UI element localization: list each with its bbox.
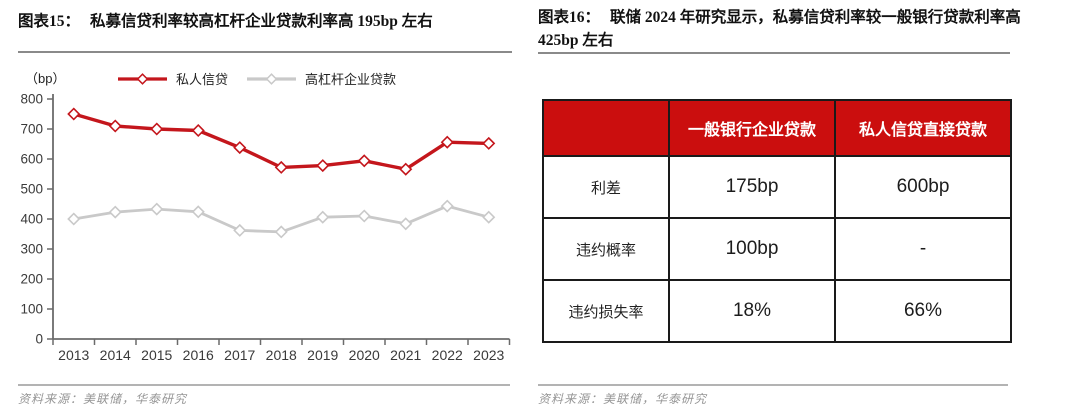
- y-tick-label: 600: [20, 152, 43, 167]
- row-label: 违约概率: [542, 217, 670, 281]
- figure16-title-line2: 425bp 左右: [538, 32, 614, 49]
- data-point-diamond: [274, 225, 288, 239]
- series-private-credit: [67, 107, 496, 176]
- table-row: 利差 175bp 600bp: [542, 155, 1012, 219]
- y-axis: 0 100 200 300 400 500 600 700 800: [20, 92, 54, 347]
- data-point-diamond: [150, 122, 164, 136]
- title-divider: [18, 51, 512, 53]
- data-point-diamond: [108, 205, 122, 219]
- y-axis-unit-label: （bp）: [25, 71, 65, 86]
- data-point-diamond: [482, 210, 496, 224]
- x-tick-label: 2020: [349, 347, 380, 363]
- data-point-diamond: [67, 212, 81, 226]
- figure15-title: 图表15： 私募信贷利率较高杠杆企业贷款利率高 195bp 左右: [18, 10, 518, 33]
- y-tick-label: 100: [20, 302, 43, 317]
- table-column-header: 私人信贷直接贷款: [834, 99, 1012, 157]
- legend-diamond-marker: [136, 73, 149, 85]
- source-note: 资料来源：美联储，华泰研究: [18, 392, 188, 406]
- source-divider: [18, 384, 510, 386]
- table-row: 违约概率 100bp -: [542, 217, 1012, 281]
- x-axis: 2013 2014 2015 2016 2017 2018 2019 2020 2021 2022…: [52, 338, 511, 363]
- y-tick-label: 800: [20, 92, 43, 107]
- table-row: 违约损失率 18% 66%: [542, 279, 1012, 343]
- data-point-diamond: [440, 199, 454, 213]
- source-note: 资料来源：美联储，华泰研究: [538, 392, 708, 406]
- x-tick-label: 2018: [266, 347, 297, 363]
- table-value-cell: 175bp: [668, 155, 836, 219]
- figure15-panel: 图表15： 私募信贷利率较高杠杆企业贷款利率高 195bp 左右 （bp） 私人信贷…: [0, 0, 530, 419]
- y-tick-label: 700: [20, 122, 43, 137]
- legend-diamond-marker: [265, 73, 278, 85]
- data-point-diamond: [150, 202, 164, 216]
- table-header-row: 一般银行企业贷款 私人信贷直接贷款: [542, 99, 1012, 157]
- loan-comparison-table: 一般银行企业贷款 私人信贷直接贷款 利差 175bp 600bp 违约概率 100bp - 违…: [542, 99, 1012, 343]
- data-point-diamond: [482, 136, 496, 150]
- data-point-diamond: [316, 159, 330, 173]
- legend-label: 私人信贷: [176, 72, 228, 87]
- figure15-title-text: 私募信贷利率较高杠杆企业贷款利率高 195bp 左右: [90, 13, 433, 30]
- data-point-diamond: [108, 119, 122, 133]
- private-credit-line-chart: （bp） 私人信贷 高杠杆企业贷款 0 100 200 300 400 500 600 700 800…: [20, 71, 511, 363]
- data-point-diamond: [233, 223, 247, 237]
- data-point-diamond: [440, 135, 454, 149]
- y-tick-label: 300: [20, 242, 43, 257]
- data-point-diamond: [316, 210, 330, 224]
- row-label: 利差: [542, 155, 670, 219]
- figure16-title-text: 联储 2024 年研究显示，私募信贷利率较一般银行贷款利率高: [610, 9, 1021, 26]
- y-tick-label: 200: [20, 272, 43, 287]
- y-tick-label: 500: [20, 182, 43, 197]
- table-column-header: 一般银行企业贷款: [668, 99, 836, 157]
- source-divider: [538, 384, 1008, 386]
- chart-legend: 私人信贷 高杠杆企业贷款: [118, 72, 396, 87]
- x-tick-label: 2015: [141, 347, 172, 363]
- y-tick-label: 0: [35, 332, 43, 347]
- title-divider: [538, 52, 1010, 54]
- data-point-diamond: [191, 123, 205, 138]
- series-leveraged-loans: [67, 199, 496, 239]
- table-corner-cell: [542, 99, 670, 157]
- legend-label: 高杠杆企业贷款: [305, 72, 396, 87]
- data-point-diamond: [399, 217, 413, 231]
- table-value-cell: 600bp: [834, 155, 1012, 219]
- x-tick-label: 2021: [390, 347, 421, 363]
- data-point-diamond: [399, 162, 413, 176]
- figure16-panel: 图表16： 联储 2024 年研究显示，私募信贷利率较一般银行贷款利率高 425b…: [538, 0, 1080, 419]
- data-point-diamond: [67, 107, 81, 121]
- figure16-number: 图表16：: [538, 9, 601, 26]
- x-tick-label: 2019: [307, 347, 338, 363]
- data-point-diamond: [274, 160, 288, 174]
- x-tick-label: 2017: [224, 347, 255, 363]
- table-value-cell: -: [834, 217, 1012, 281]
- table-value-cell: 100bp: [668, 217, 836, 281]
- x-tick-label: 2013: [58, 347, 89, 363]
- y-tick-label: 400: [20, 212, 43, 227]
- table-value-cell: 66%: [834, 279, 1012, 343]
- data-point-diamond: [191, 205, 205, 219]
- x-tick-label: 2014: [100, 347, 131, 363]
- x-tick-label: 2022: [432, 347, 463, 363]
- x-tick-label: 2023: [473, 347, 504, 363]
- data-point-diamond: [357, 154, 371, 168]
- data-point-diamond: [233, 141, 247, 155]
- row-label: 违约损失率: [542, 279, 670, 343]
- data-point-diamond: [357, 209, 371, 223]
- x-tick-label: 2016: [183, 347, 214, 363]
- figure16-title-line1: 图表16： 联储 2024 年研究显示，私募信贷利率较一般银行贷款利率高: [538, 6, 1043, 29]
- figure15-number: 图表15：: [18, 13, 81, 30]
- figure16-title: 图表16： 联储 2024 年研究显示，私募信贷利率较一般银行贷款利率高 425b…: [538, 6, 1043, 52]
- table-value-cell: 18%: [668, 279, 836, 343]
